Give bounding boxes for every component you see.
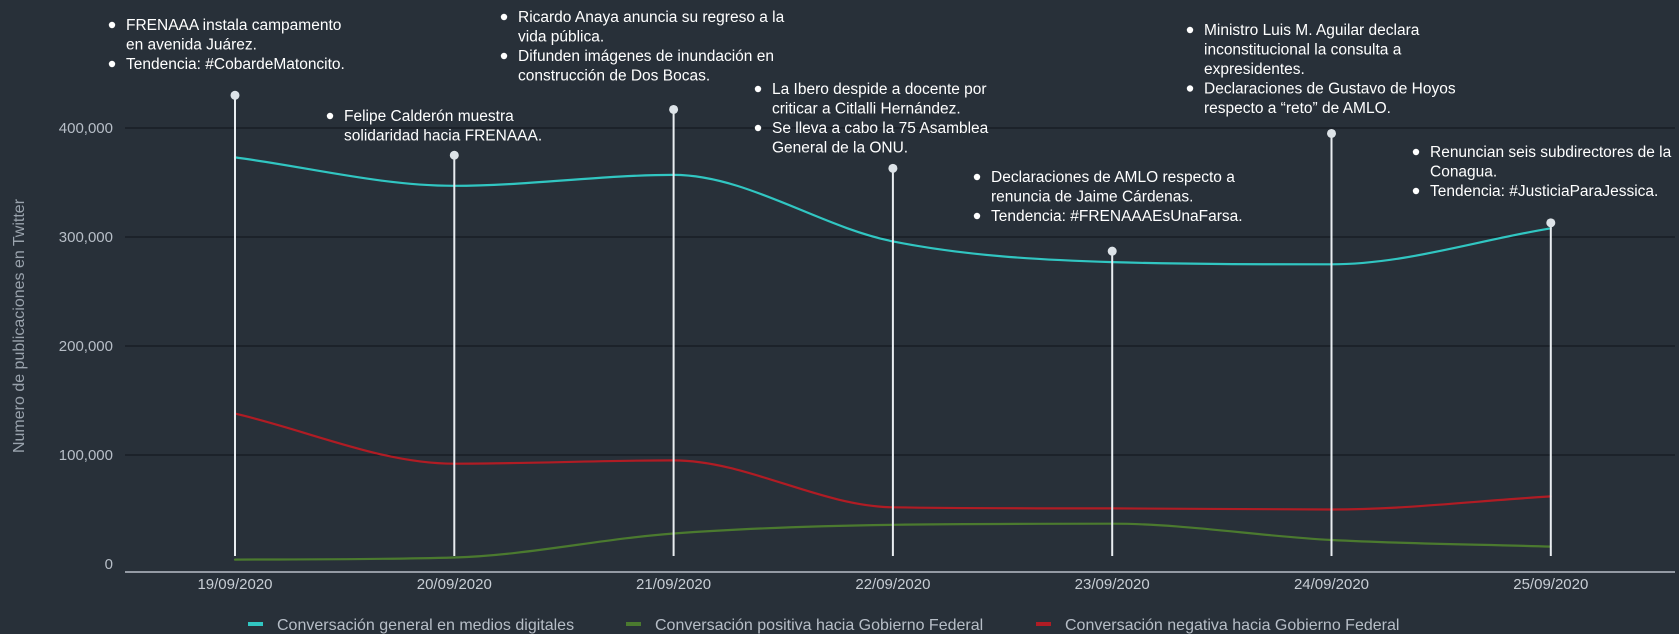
annotation-marker	[1107, 246, 1117, 256]
annotation-bullet	[754, 85, 762, 93]
y-tick-label: 300,000	[59, 229, 113, 246]
annotation-marker	[1546, 218, 1556, 228]
annotation-text: construcción de Dos Bocas.	[518, 68, 710, 85]
annotation-text: en avenida Juárez.	[126, 37, 257, 54]
annotation-text: Declaraciones de AMLO respecto a	[991, 169, 1235, 186]
annotation-bullet	[500, 52, 508, 60]
annotation-text: Felipe Calderón muestra	[344, 108, 514, 125]
y-tick-label: 100,000	[59, 447, 113, 464]
annotation-text: criticar a Citlalli Hernández.	[772, 101, 961, 118]
annotation-text: Tendencia: #JusticiaParaJessica.	[1430, 183, 1658, 200]
annotation-bullet	[108, 60, 116, 68]
x-tick-label: 21/09/2020	[636, 576, 711, 593]
annotations: FRENAAA instala campamento en avenida Juá…	[108, 9, 1672, 556]
x-tick-label: 19/09/2020	[197, 576, 272, 593]
annotation-text: Ricardo Anaya anuncia su regreso a la	[518, 9, 785, 26]
annotation-text: vida pública.	[518, 29, 604, 46]
annotation-bullet	[326, 112, 334, 120]
annotation-text: Ministro Luis M. Aguilar declara	[1204, 22, 1420, 39]
annotation-bullet	[973, 173, 981, 181]
annotation-bullet	[1412, 148, 1420, 156]
annotation-text: Se lleva a cabo la 75 Asamblea	[772, 120, 989, 137]
y-tick-label: 200,000	[59, 338, 113, 355]
grid-lines	[125, 127, 1675, 456]
legend-swatch	[1036, 622, 1051, 626]
annotation-text: Difunden imágenes de inundación en	[518, 48, 774, 65]
legend-swatch	[248, 622, 263, 626]
y-axis-label: Numero de publicaciones en Twitter	[11, 198, 28, 453]
annotation-text: respecto a “reto” de AMLO.	[1204, 100, 1391, 117]
annotation-text: expresidentes.	[1204, 61, 1305, 78]
annotation-text: FRENAAA instala campamento	[126, 17, 341, 34]
legend-label: Conversación positiva hacia Gobierno Fed…	[655, 617, 983, 634]
y-tick-label: 0	[105, 556, 113, 573]
annotation-text: Tendencia: #CobardeMatoncito.	[126, 56, 345, 73]
x-tick-label: 23/09/2020	[1075, 576, 1150, 593]
annotation-bullet	[500, 13, 508, 21]
annotation-text: Renuncian seis subdirectores de la	[1430, 144, 1672, 161]
annotation-text: Tendencia: #FRENAAAEsUnaFarsa.	[991, 208, 1243, 225]
annotation-bullet	[754, 124, 762, 132]
annotation-marker	[230, 90, 240, 100]
annotation-text: Conagua.	[1430, 164, 1497, 181]
annotation-bullet	[1412, 187, 1420, 195]
annotation-bullet	[1186, 26, 1194, 34]
x-tick-label: 20/09/2020	[417, 576, 492, 593]
annotation-text: La Ibero despide a docente por	[772, 81, 987, 98]
annotation-text: solidaridad hacia FRENAAA.	[344, 128, 542, 145]
legend-swatch	[626, 622, 641, 626]
annotation-text: renuncia de Jaime Cárdenas.	[991, 189, 1193, 206]
x-tick-label: 22/09/2020	[855, 576, 930, 593]
x-tick-label: 25/09/2020	[1513, 576, 1588, 593]
annotation-bullet	[1186, 85, 1194, 92]
annotation-marker	[449, 150, 459, 160]
x-axis-ticks: 19/09/2020 20/09/2020 21/09/2020 22/09/2020…	[197, 576, 1588, 593]
x-tick-label: 24/09/2020	[1294, 576, 1369, 593]
annotation-marker	[888, 163, 898, 173]
annotation-text: inconstitucional la consulta a	[1204, 42, 1402, 59]
annotation-bullet	[973, 212, 981, 220]
legend: Conversación general en medios digitales…	[248, 617, 1399, 634]
annotation-text: General de la ONU.	[772, 140, 908, 157]
annotation-marker	[669, 104, 679, 114]
legend-label: Conversación general en medios digitales	[277, 617, 574, 634]
annotation-text: Declaraciones de Gustavo de Hoyos	[1204, 81, 1456, 98]
y-axis-ticks: 0 100,000 200,000 300,000 400,000	[59, 120, 113, 573]
annotation-bullet	[108, 21, 116, 29]
y-tick-label: 400,000	[59, 120, 113, 137]
annotation-marker	[1327, 128, 1336, 138]
legend-label: Conversación negativa hacia Gobierno Fed…	[1065, 617, 1399, 634]
